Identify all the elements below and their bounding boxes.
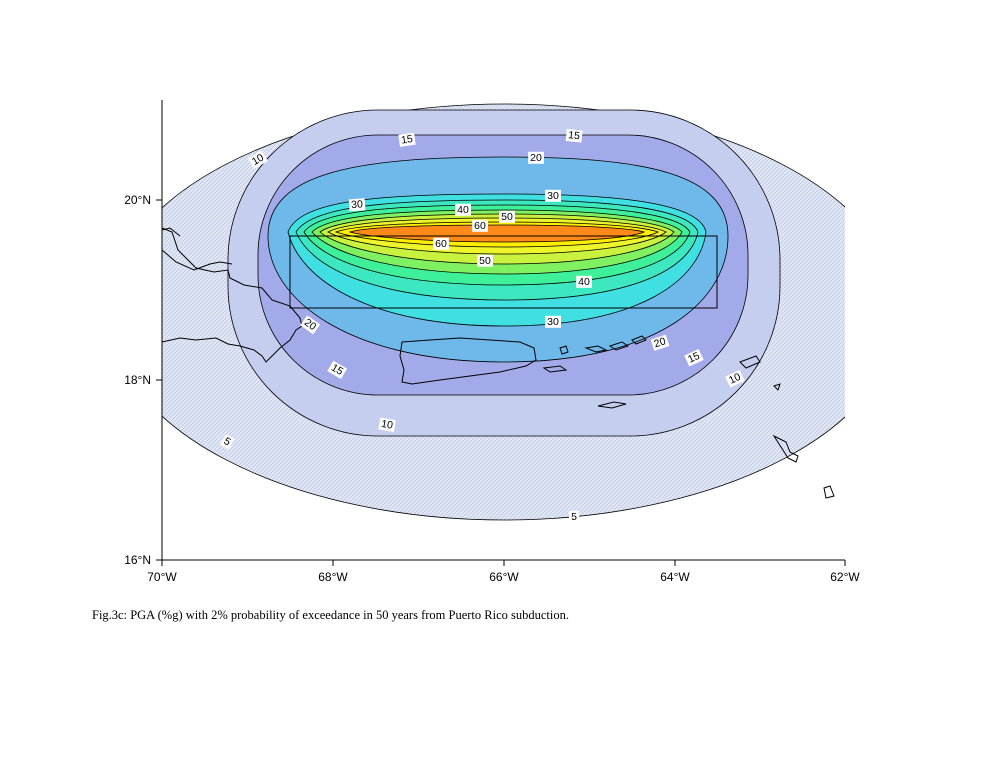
contour-label-30-4: 30 xyxy=(351,198,364,211)
contour-label-5-20: 5 xyxy=(571,511,577,523)
map-axes xyxy=(156,100,846,566)
y-tick-label-16n: 16°N xyxy=(124,553,151,567)
contour-label-10-17: 10 xyxy=(727,371,743,387)
subduction-source-box xyxy=(289,235,718,309)
tick-labels: 70°W 68°W 66°W 64°W 62°W 20°N 18°N 16°N xyxy=(124,193,860,584)
guadeloupe-island xyxy=(772,434,799,463)
contour-label-bg xyxy=(477,254,493,267)
contour-bands xyxy=(162,103,845,521)
y-tick-label-20n: 20°N xyxy=(124,193,151,207)
contour-label-bg xyxy=(684,348,704,367)
contour-label-10-18: 10 xyxy=(380,418,394,432)
contour-label-60-9: 60 xyxy=(435,238,447,250)
contour-label-bg xyxy=(219,434,235,450)
contour-label-bg xyxy=(565,128,583,143)
contour-label-60-8: 60 xyxy=(474,220,486,232)
contour-label-30-12: 30 xyxy=(547,316,559,328)
contour-label-bg xyxy=(300,315,321,335)
contour-label-bg xyxy=(569,510,580,523)
contour-label-bg xyxy=(378,417,396,433)
contour-label-5-19: 5 xyxy=(222,435,233,448)
contour-label-bg xyxy=(472,219,488,232)
contour-label-50-10: 50 xyxy=(479,255,491,267)
virgin-islands xyxy=(584,335,647,353)
y-tick-label-18n: 18°N xyxy=(124,373,151,387)
x-tick-label-70w: 70°W xyxy=(147,570,177,584)
x-tick-label-68w: 68°W xyxy=(318,570,348,584)
contour-label-50-7: 50 xyxy=(501,211,513,223)
x-tick-label-62w: 62°W xyxy=(830,570,860,584)
contour-label-40-6: 40 xyxy=(457,204,469,216)
st-croix-island xyxy=(597,401,627,409)
haiti-peninsula-coast xyxy=(162,249,233,271)
contour-label-20-14: 20 xyxy=(653,335,668,350)
contour-label-bg xyxy=(499,210,515,223)
contour-label-15-1: 15 xyxy=(568,129,581,142)
contour-label-bg xyxy=(327,360,348,380)
dominica-island xyxy=(823,485,835,499)
cuba-tip-coast xyxy=(162,227,181,237)
contour-label-bg xyxy=(398,132,416,147)
contour-label-bg xyxy=(455,203,471,216)
contour-label-15-15: 15 xyxy=(329,362,345,378)
contour-label-bg xyxy=(433,237,449,250)
x-tick-label-66w: 66°W xyxy=(489,570,519,584)
contour-label-bg xyxy=(248,150,268,169)
vieques-island xyxy=(542,365,568,373)
contour-label-20-3: 20 xyxy=(530,152,542,164)
contour-label-bg xyxy=(348,198,366,212)
contour-label-bg xyxy=(725,369,745,388)
contour-label-bg xyxy=(528,151,544,164)
coastlines xyxy=(162,227,835,499)
puerto-rico-coast xyxy=(399,337,537,385)
contour-label-bg xyxy=(650,334,670,351)
contour-label-bg xyxy=(545,315,561,328)
contour-label-bg xyxy=(576,275,592,288)
contour-label-bg xyxy=(545,189,561,202)
contour-label-15-0: 15 xyxy=(400,133,413,147)
x-tick-label-64w: 64°W xyxy=(660,570,690,584)
barbuda-island xyxy=(773,383,781,391)
contour-label-30-5: 30 xyxy=(547,190,559,202)
anguilla-island xyxy=(739,355,761,369)
figure-caption: Fig.3c: PGA (%g) with 2% probability of … xyxy=(92,608,569,622)
contour-label-10-2: 10 xyxy=(250,152,266,168)
contour-label-40-11: 40 xyxy=(578,276,590,288)
mona-island xyxy=(559,345,569,355)
contour-label-15-16: 15 xyxy=(686,350,702,366)
